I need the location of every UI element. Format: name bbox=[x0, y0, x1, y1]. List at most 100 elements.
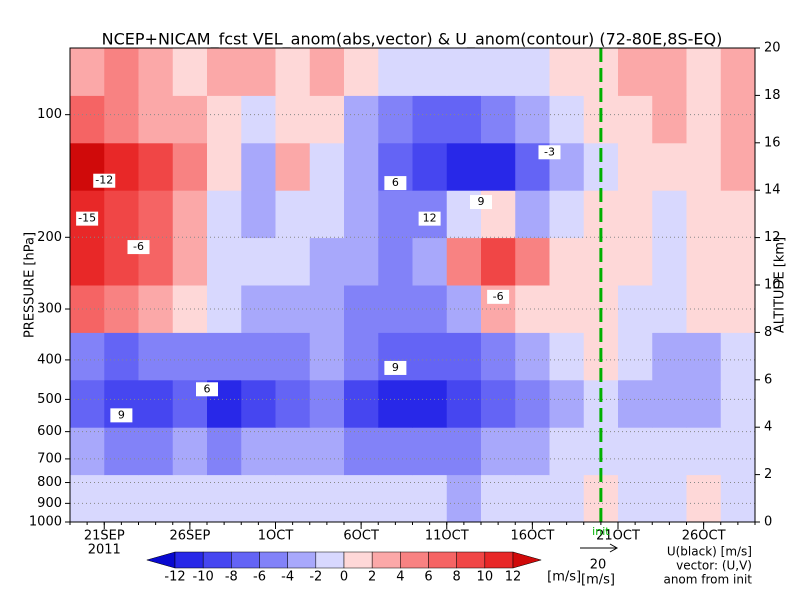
field-cell bbox=[309, 190, 345, 239]
field-cell bbox=[344, 379, 379, 428]
field-cell bbox=[275, 237, 311, 286]
field-cell bbox=[378, 48, 413, 96]
field-cell bbox=[138, 285, 174, 333]
colorbar-label: 6 bbox=[424, 570, 432, 585]
contour-label-box bbox=[487, 289, 510, 304]
field-cell bbox=[549, 332, 585, 381]
field-cell bbox=[138, 427, 174, 476]
field-cell bbox=[241, 427, 276, 476]
field-cell bbox=[344, 237, 379, 286]
field-cell bbox=[515, 48, 550, 96]
contour-label: -15 bbox=[78, 212, 96, 225]
colorbar-box bbox=[287, 551, 317, 569]
field-cell bbox=[481, 237, 516, 286]
field-cell bbox=[652, 285, 687, 333]
field-cell bbox=[172, 142, 208, 191]
contour-label: 12 bbox=[423, 212, 437, 225]
y2-tick-label: 8 bbox=[764, 325, 772, 340]
contour-label-box bbox=[384, 176, 407, 191]
field-cell bbox=[241, 474, 276, 523]
field-cell bbox=[481, 474, 516, 523]
field-cell bbox=[549, 48, 585, 96]
field-cell bbox=[309, 237, 345, 286]
field-cell bbox=[70, 285, 105, 333]
contour-label: 6 bbox=[204, 382, 211, 395]
field-cell bbox=[549, 379, 585, 428]
y2-tick-label: 10 bbox=[764, 278, 781, 293]
field-cell bbox=[515, 427, 550, 476]
field-cell bbox=[309, 48, 345, 96]
field-cell bbox=[446, 95, 482, 144]
field-cell bbox=[412, 332, 448, 381]
y2-tick-label: 16 bbox=[764, 135, 781, 150]
field-cell bbox=[172, 332, 208, 381]
field-cell bbox=[686, 474, 722, 523]
field-cell bbox=[241, 142, 276, 191]
field-cell bbox=[412, 474, 448, 523]
field-cell bbox=[70, 427, 105, 476]
colorbar-label: 10 bbox=[477, 570, 494, 585]
y2-tick-label: 18 bbox=[764, 88, 781, 103]
colorbar-box bbox=[371, 551, 401, 569]
field-cell bbox=[138, 190, 174, 239]
field-cell bbox=[515, 95, 550, 144]
field-cell bbox=[446, 474, 482, 523]
field-cell bbox=[172, 190, 208, 239]
field-cell bbox=[720, 142, 756, 191]
field-cell bbox=[652, 427, 687, 476]
field-cell bbox=[241, 190, 276, 239]
field-cell bbox=[207, 332, 242, 381]
field-cell bbox=[720, 332, 756, 381]
field-cell bbox=[172, 48, 208, 96]
field-cell bbox=[686, 190, 722, 239]
field-cell bbox=[686, 285, 722, 333]
field-cell bbox=[515, 474, 550, 523]
field-cell bbox=[515, 237, 550, 286]
field-cell bbox=[344, 190, 379, 239]
colorbar-box bbox=[315, 551, 345, 569]
contour-label: -3 bbox=[544, 145, 555, 158]
colorbar-box bbox=[174, 551, 204, 569]
colorbar-label: -8 bbox=[225, 570, 238, 585]
x-tick-label: 26SEP bbox=[169, 529, 210, 544]
field-cell bbox=[515, 190, 550, 239]
field-cell bbox=[412, 237, 448, 286]
field-cell bbox=[652, 474, 687, 523]
y2-tick-label: 12 bbox=[764, 230, 781, 245]
contour-label-box bbox=[196, 382, 218, 397]
colorbar-label: -12 bbox=[164, 570, 185, 585]
field-cell bbox=[207, 48, 242, 96]
colorbar-box bbox=[231, 551, 260, 569]
field-cell bbox=[378, 237, 413, 286]
field-cell bbox=[275, 379, 311, 428]
y-tick-label: 100 bbox=[37, 107, 62, 122]
contour-label-box bbox=[538, 145, 561, 160]
field-cell bbox=[378, 379, 413, 428]
colorbar-box bbox=[259, 551, 288, 569]
x-tick-label: 21OCT bbox=[596, 529, 640, 544]
colorbar-unit: [m/s] bbox=[547, 570, 581, 585]
field-cell bbox=[241, 48, 276, 96]
field-cell bbox=[652, 379, 687, 428]
y-tick-label: 400 bbox=[37, 352, 62, 367]
field-cell bbox=[344, 427, 379, 476]
field-cell bbox=[446, 48, 482, 96]
field-cell bbox=[104, 95, 139, 144]
field-cell bbox=[618, 95, 653, 144]
field-cell bbox=[70, 474, 105, 523]
field-cell bbox=[412, 427, 448, 476]
field-cell bbox=[275, 48, 311, 96]
field-cell bbox=[618, 474, 653, 523]
field-cell bbox=[481, 379, 516, 428]
x-tick-label: 16OCT bbox=[510, 529, 554, 544]
colorbar-label: 12 bbox=[505, 570, 522, 585]
colorbar-label: -2 bbox=[309, 570, 322, 585]
field-cell bbox=[275, 427, 311, 476]
field-cell bbox=[241, 95, 276, 144]
y2-tick-label: 2 bbox=[764, 467, 772, 482]
field-cell bbox=[138, 332, 174, 381]
y2-tick-label: 14 bbox=[764, 183, 781, 198]
field-cell bbox=[446, 332, 482, 381]
field-cell bbox=[618, 48, 653, 96]
x-tick-label: 6OCT bbox=[343, 529, 379, 544]
